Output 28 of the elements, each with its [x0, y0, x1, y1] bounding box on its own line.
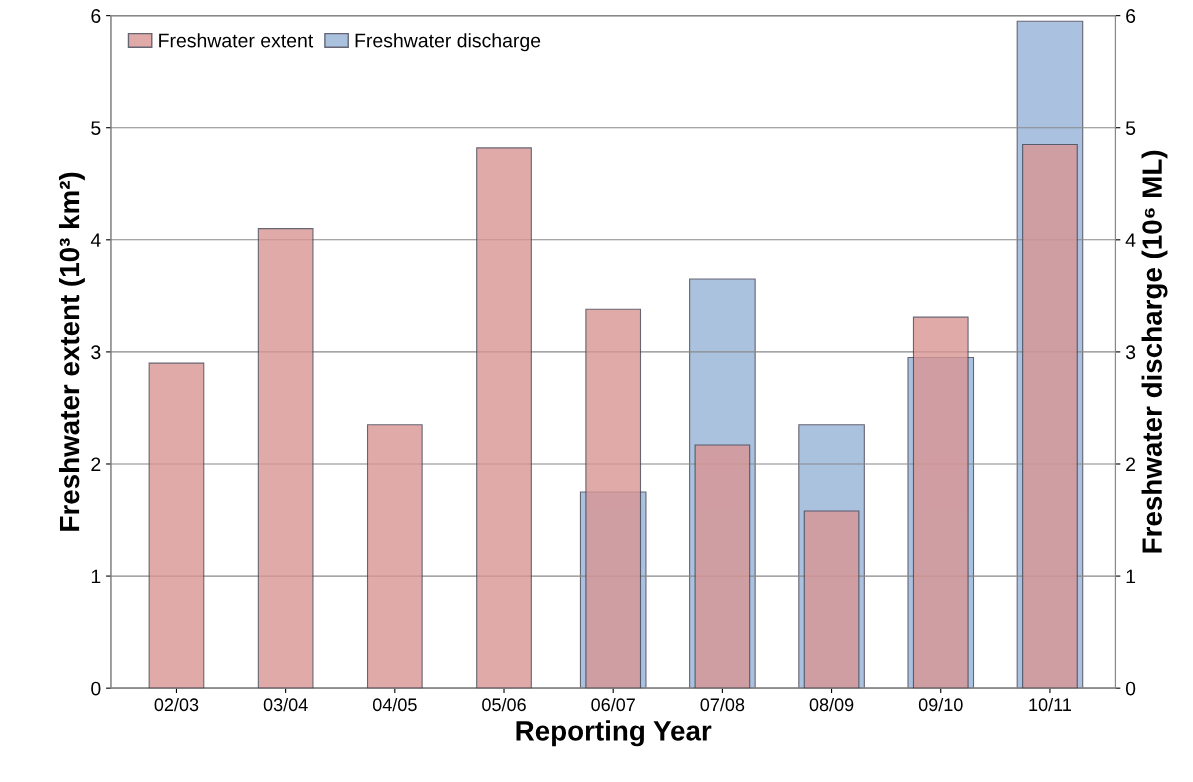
x-tick-label: 09/10: [918, 697, 963, 712]
y2-tick-label: 0: [1125, 681, 1136, 696]
x-tick-label: 02/03: [154, 697, 199, 712]
y-tick-label: 4: [90, 233, 101, 247]
x-tick-label: 08/09: [809, 697, 854, 712]
y-tick-label: 0: [91, 681, 101, 696]
x-tick-label: 04/05: [372, 697, 417, 712]
y2-axis-title: Freshwater discharge (10⁶ ML): [1141, 150, 1168, 553]
y2-tick-label: 6: [1126, 9, 1136, 23]
y2-tick-label: 2: [1126, 457, 1136, 472]
y-tick-label: 2: [91, 457, 101, 472]
x-axis-title: Reporting Year: [516, 720, 712, 747]
x-tick-label: 10/11: [1029, 697, 1071, 712]
legend-label: Freshwater discharge: [355, 33, 541, 52]
x-tick-label: 06/07: [591, 697, 635, 712]
y2-tick-label: 1: [1126, 569, 1136, 584]
y-axis-title: Freshwater extent (10³ km²): [58, 172, 85, 531]
legend-label: Freshwater extent: [159, 33, 314, 48]
y-tick-label: 6: [91, 9, 101, 23]
y2-tick-label: 4: [1125, 233, 1136, 247]
y-tick-label: 3: [91, 345, 101, 360]
y2-tick-label: 3: [1125, 345, 1136, 360]
x-tick-label: 05/06: [482, 697, 526, 712]
x-tick-label: 03/04: [263, 697, 308, 712]
y2-tick-label: 5: [1125, 121, 1136, 135]
x-tick-label: 07/08: [700, 697, 745, 712]
y-tick-label: 1: [91, 569, 101, 584]
y-tick-label: 5: [91, 121, 101, 135]
